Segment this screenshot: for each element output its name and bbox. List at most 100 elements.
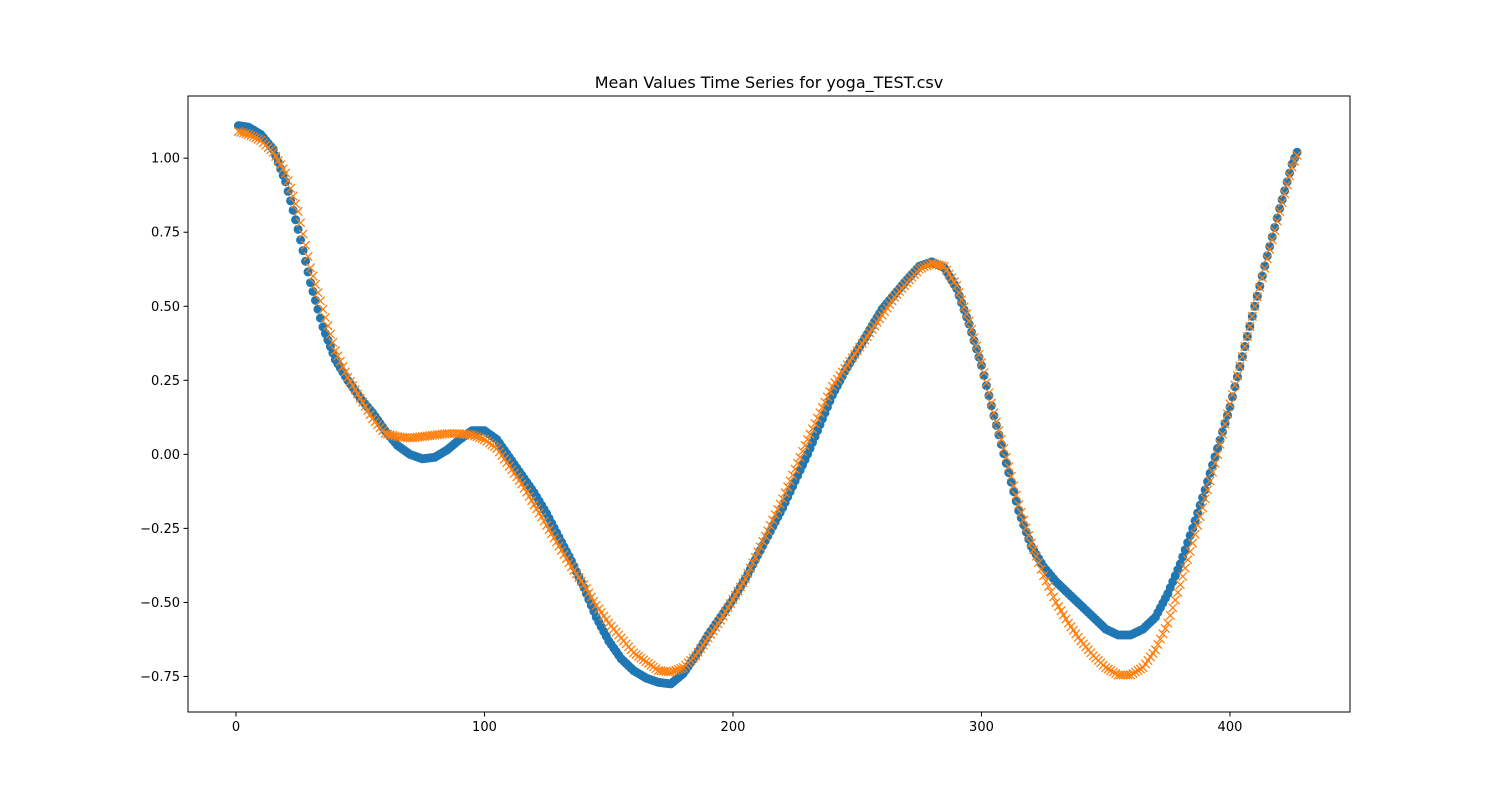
series-1-point: [785, 476, 795, 486]
series-1-point: [564, 558, 574, 568]
series-1-point: [469, 431, 480, 441]
series-1-point: [285, 183, 296, 194]
series-1-point: [524, 491, 534, 502]
series-1-point: [1265, 244, 1275, 255]
series-1-point: [954, 287, 964, 298]
series-1-point: [1279, 189, 1290, 199]
series-0-point: [974, 352, 984, 362]
series-1-point: [283, 176, 293, 186]
series-1-point: [1245, 321, 1255, 332]
series-0-point: [954, 291, 964, 301]
series-1-point: [743, 568, 753, 579]
series-1-point: [323, 321, 333, 331]
series-1-point: [1202, 485, 1213, 495]
series-1-point: [589, 596, 599, 606]
series-1-point: [1289, 156, 1300, 166]
series-1-point: [288, 191, 298, 201]
series-1-point: [1153, 639, 1163, 650]
series-1-point: [300, 240, 311, 250]
series-1-point: [979, 367, 989, 378]
series-1-point: [1193, 520, 1203, 531]
series-1-point: [313, 287, 323, 298]
series-0-point: [952, 284, 962, 293]
series-1-point: [1021, 523, 1031, 533]
series-1-point: [335, 356, 345, 367]
series-1-point: [951, 280, 962, 291]
series-1-point: [517, 479, 527, 489]
series-1-point: [330, 346, 341, 356]
series-1-point: [338, 362, 348, 372]
series-1-point: [723, 603, 733, 613]
series-1-point: [778, 494, 788, 504]
series-1-point: [822, 392, 833, 402]
series-1-point: [534, 508, 544, 518]
series-1-point: [325, 329, 336, 339]
series-1-point: [676, 663, 686, 674]
series-1-point: [1217, 429, 1228, 439]
series-0-point: [957, 298, 967, 308]
series-1-point: [1242, 331, 1253, 342]
series-1-point: [522, 487, 532, 497]
series-1-point: [1287, 162, 1297, 172]
series-1-point: [1106, 665, 1116, 676]
series-1-point: [959, 302, 969, 312]
series-1-point: [956, 295, 967, 305]
series-0-point: [989, 411, 999, 421]
series-1-point: [728, 594, 738, 605]
series-1-point: [1255, 282, 1265, 292]
series-1-point: [1230, 380, 1240, 390]
series-1-point: [810, 418, 820, 429]
series-1-point: [1024, 530, 1034, 541]
y-tick-label: 0.50: [151, 300, 180, 315]
series-1-point: [760, 531, 770, 541]
series-1-point: [1101, 662, 1111, 673]
x-axis: 0 100 200 300 400: [232, 712, 1242, 735]
series-1-point: [536, 512, 547, 522]
series-1-point: [529, 500, 539, 510]
series-1-point: [1165, 610, 1175, 621]
y-tick-label: 0.00: [151, 448, 180, 463]
series-1-point: [345, 376, 355, 387]
series-1-point: [295, 218, 306, 228]
series-1-point: [278, 164, 288, 174]
series-1-point: [474, 433, 485, 443]
series-1-point: [1183, 555, 1193, 565]
series-0-point: [984, 391, 994, 401]
series-1-point: [333, 351, 343, 361]
series-1-point: [1210, 458, 1220, 468]
series-1-point: [1270, 225, 1280, 236]
series-1-point: [1225, 399, 1235, 409]
series-1-point: [715, 615, 726, 625]
series-0-point: [1178, 552, 1188, 562]
series-1-point: [1006, 471, 1016, 481]
series-1-point: [974, 349, 984, 359]
series-1-point: [579, 579, 589, 590]
series-0-point: [1272, 213, 1282, 223]
series-1-point: [820, 397, 830, 407]
chart-title: Mean Values Time Series for yoga_TEST.cs…: [595, 73, 943, 93]
series-1-point: [750, 552, 760, 563]
series-1-point: [1019, 515, 1029, 525]
series-1-point: [1240, 341, 1250, 352]
series-0-point: [1227, 392, 1237, 402]
series-1-point: [1180, 563, 1190, 573]
series-1-point: [293, 206, 303, 217]
series-0-point: [1009, 487, 1019, 497]
series-1-point: [800, 440, 810, 451]
series-1-point: [966, 324, 977, 335]
x-tick-label: 200: [721, 720, 746, 735]
series-0-point: [286, 196, 296, 206]
series-1-point: [251, 133, 261, 143]
series-1-point: [981, 378, 992, 388]
series-1-point: [1267, 235, 1277, 245]
series-1-point: [1048, 592, 1059, 602]
series-0-point: [1285, 168, 1295, 178]
series-1-point: [1282, 180, 1292, 190]
series-1-point: [467, 430, 477, 440]
series-1-point: [1215, 439, 1225, 449]
series-0-point: [986, 401, 996, 411]
series-1-point: [355, 393, 365, 403]
series-1-point: [290, 199, 301, 209]
series-1-point: [308, 271, 318, 281]
